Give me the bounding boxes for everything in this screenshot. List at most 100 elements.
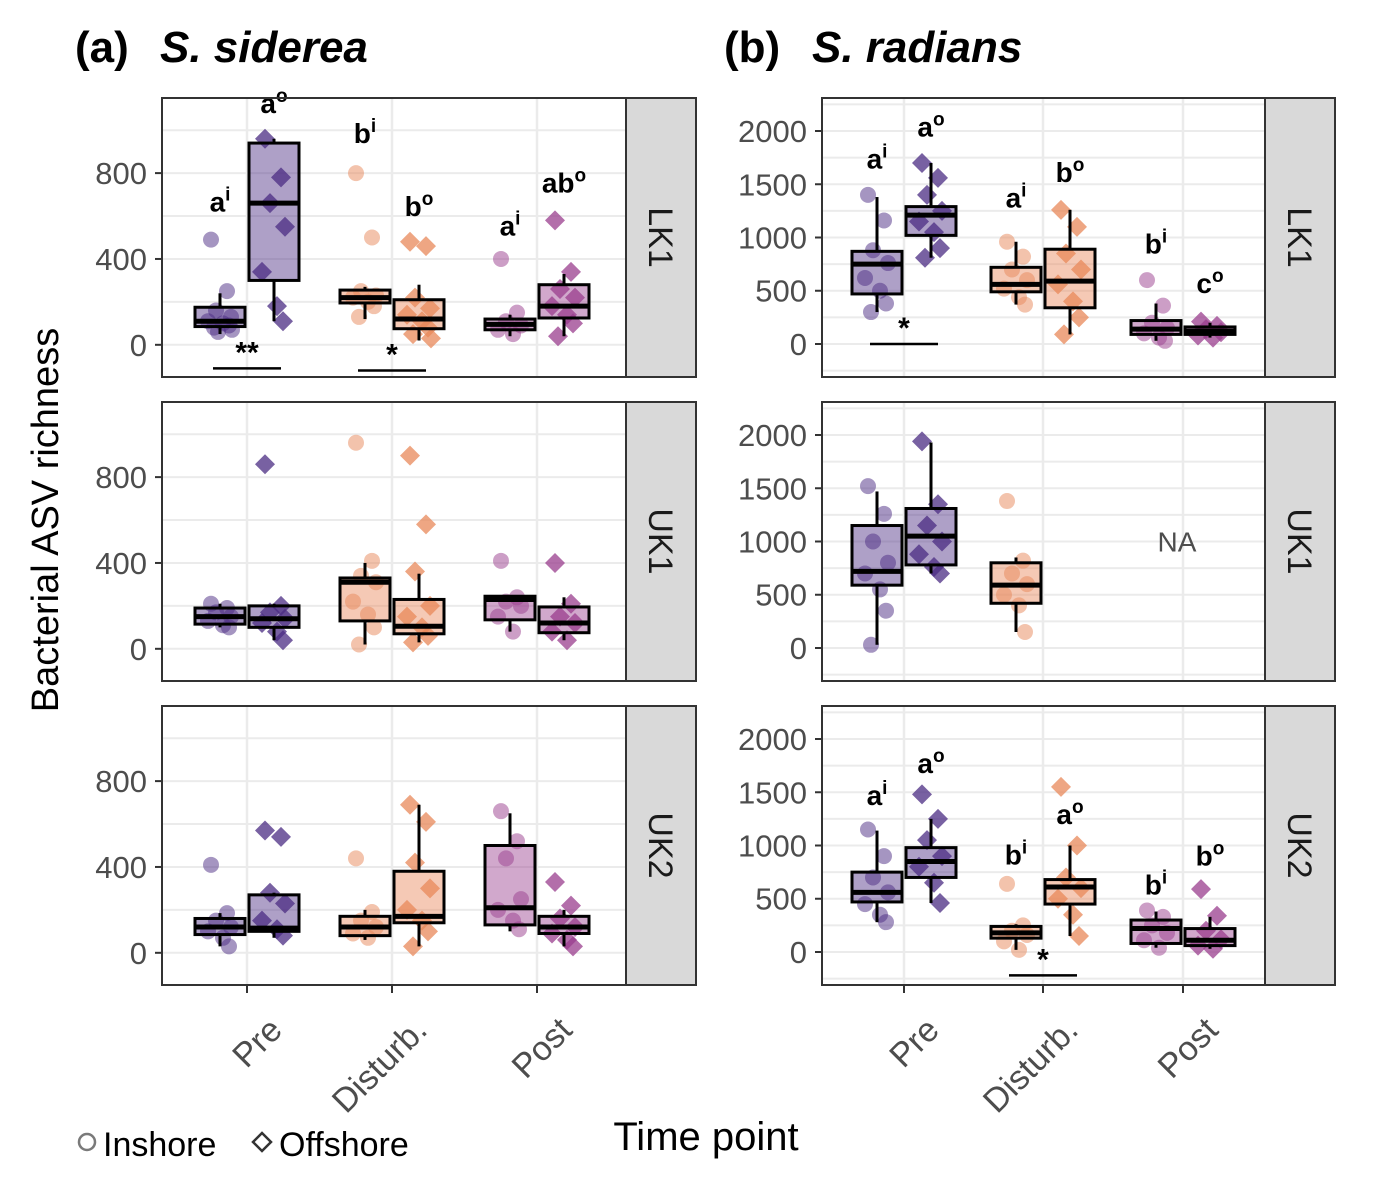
box-outline <box>392 298 446 331</box>
y-tick-label: 400 <box>95 850 147 885</box>
box-pre-inshore <box>850 821 904 931</box>
y-tick-label: 1000 <box>738 829 807 864</box>
data-point-inshore <box>1136 932 1152 949</box>
data-point-inshore <box>490 608 506 625</box>
box-disturb-inshore <box>989 493 1043 641</box>
facet-strip <box>1264 97 1336 378</box>
significance-letter-superscript: o <box>276 86 288 107</box>
data-point-offshore <box>255 454 275 475</box>
data-point-inshore <box>364 552 380 569</box>
data-point-offshore <box>421 328 441 349</box>
significance-letter-superscript: i <box>515 208 520 229</box>
significance-letter-superscript: o <box>1212 266 1224 287</box>
box-disturb-inshore <box>989 875 1043 958</box>
data-point-inshore <box>366 298 382 315</box>
data-point-inshore <box>996 933 1012 950</box>
significance-letter-superscript: o <box>1073 155 1085 176</box>
significance-letter: ai <box>867 141 888 174</box>
box-pre-inshore <box>850 186 904 321</box>
data-point-offshore <box>561 895 581 916</box>
data-point-offshore <box>252 261 272 282</box>
box-disturb-offshore <box>392 231 446 349</box>
significance-letter-base: a <box>917 111 933 142</box>
significance-letter: ao <box>1056 797 1083 830</box>
box-outline <box>850 249 904 296</box>
facet-strip-label: LK1 <box>641 207 679 268</box>
y-tick-label: 400 <box>95 242 147 277</box>
data-point-inshore <box>493 803 509 820</box>
data-point-offshore <box>252 910 272 931</box>
significance-letter: ao <box>260 86 287 119</box>
facet-strip-label: UK2 <box>641 812 679 878</box>
data-point-inshore <box>999 233 1015 250</box>
data-point-inshore <box>345 593 361 610</box>
y-tick-label: 2000 <box>738 114 807 149</box>
box-post-inshore <box>483 250 537 343</box>
data-point-inshore <box>857 896 873 913</box>
significance-letter: ao <box>917 746 944 779</box>
y-tick-label: 0 <box>790 935 807 970</box>
legend-offshore-label: Offshore <box>279 1126 409 1164</box>
data-point-offshore <box>924 222 944 243</box>
data-point-inshore <box>351 308 367 325</box>
significance-letter-base: a <box>260 88 276 119</box>
data-point-offshore <box>260 882 280 903</box>
significance-letter-superscript: i <box>371 116 376 137</box>
y-tick-label: 800 <box>95 764 147 799</box>
box-pre-offshore <box>904 784 958 914</box>
box-outline <box>850 870 904 904</box>
data-point-offshore <box>420 878 440 899</box>
y-tick-label: 2000 <box>738 418 807 453</box>
significance-letter: bi <box>1005 838 1027 871</box>
box-pre-offshore <box>904 431 958 584</box>
box-post-offshore <box>1183 879 1237 959</box>
data-point-offshore <box>545 552 565 573</box>
panel-b: (b) S. radians0500100015002000aiaoaibobic… <box>724 23 1336 1120</box>
significance-letter-superscript: o <box>422 189 434 210</box>
y-tick-label: 1500 <box>738 167 807 202</box>
significance-letter-base: a <box>867 780 883 811</box>
data-point-offshore <box>912 152 932 173</box>
box-post-inshore <box>483 552 537 640</box>
significance-letter-superscript: i <box>1162 867 1167 888</box>
data-point-offshore <box>909 544 929 565</box>
data-point-inshore <box>493 552 509 569</box>
data-point-inshore <box>876 505 892 522</box>
data-point-inshore <box>221 619 237 636</box>
box-pre-offshore <box>247 820 301 946</box>
data-point-inshore <box>999 493 1015 510</box>
significance-letter: ai <box>1006 181 1027 214</box>
x-tick-label: Pre <box>882 1011 946 1075</box>
box-outline <box>537 605 591 635</box>
y-tick-label: 400 <box>95 546 147 581</box>
data-point-inshore <box>876 212 892 229</box>
facet-strip <box>625 97 697 378</box>
data-point-offshore <box>1051 199 1071 220</box>
significance-letter-base: a <box>1006 183 1022 214</box>
box-post-offshore <box>537 871 591 957</box>
box-outline <box>1129 918 1183 945</box>
box-post-inshore <box>483 803 537 938</box>
data-point-offshore <box>1067 216 1087 237</box>
data-point-offshore <box>1207 905 1227 926</box>
data-point-inshore <box>1017 296 1033 313</box>
y-tick-label: 0 <box>130 936 147 971</box>
data-point-inshore <box>996 586 1012 603</box>
y-axis-label: Bacterial ASV richness <box>25 328 67 712</box>
box-disturb-offshore <box>1043 199 1097 345</box>
data-point-offshore <box>1063 904 1083 925</box>
y-tick-label: 500 <box>755 274 807 309</box>
box-disturb-inshore <box>989 233 1043 313</box>
facet-strip-label: UK1 <box>1280 508 1318 574</box>
significance-letter-base: a <box>917 748 933 779</box>
data-point-offshore <box>400 794 420 815</box>
panel-letter: (b) <box>724 23 780 72</box>
box-outline <box>392 869 446 925</box>
y-tick-label: 2000 <box>738 722 807 757</box>
significance-stars: * <box>898 312 910 345</box>
data-point-offshore <box>561 261 581 282</box>
significance-letter-superscript: i <box>882 778 887 799</box>
